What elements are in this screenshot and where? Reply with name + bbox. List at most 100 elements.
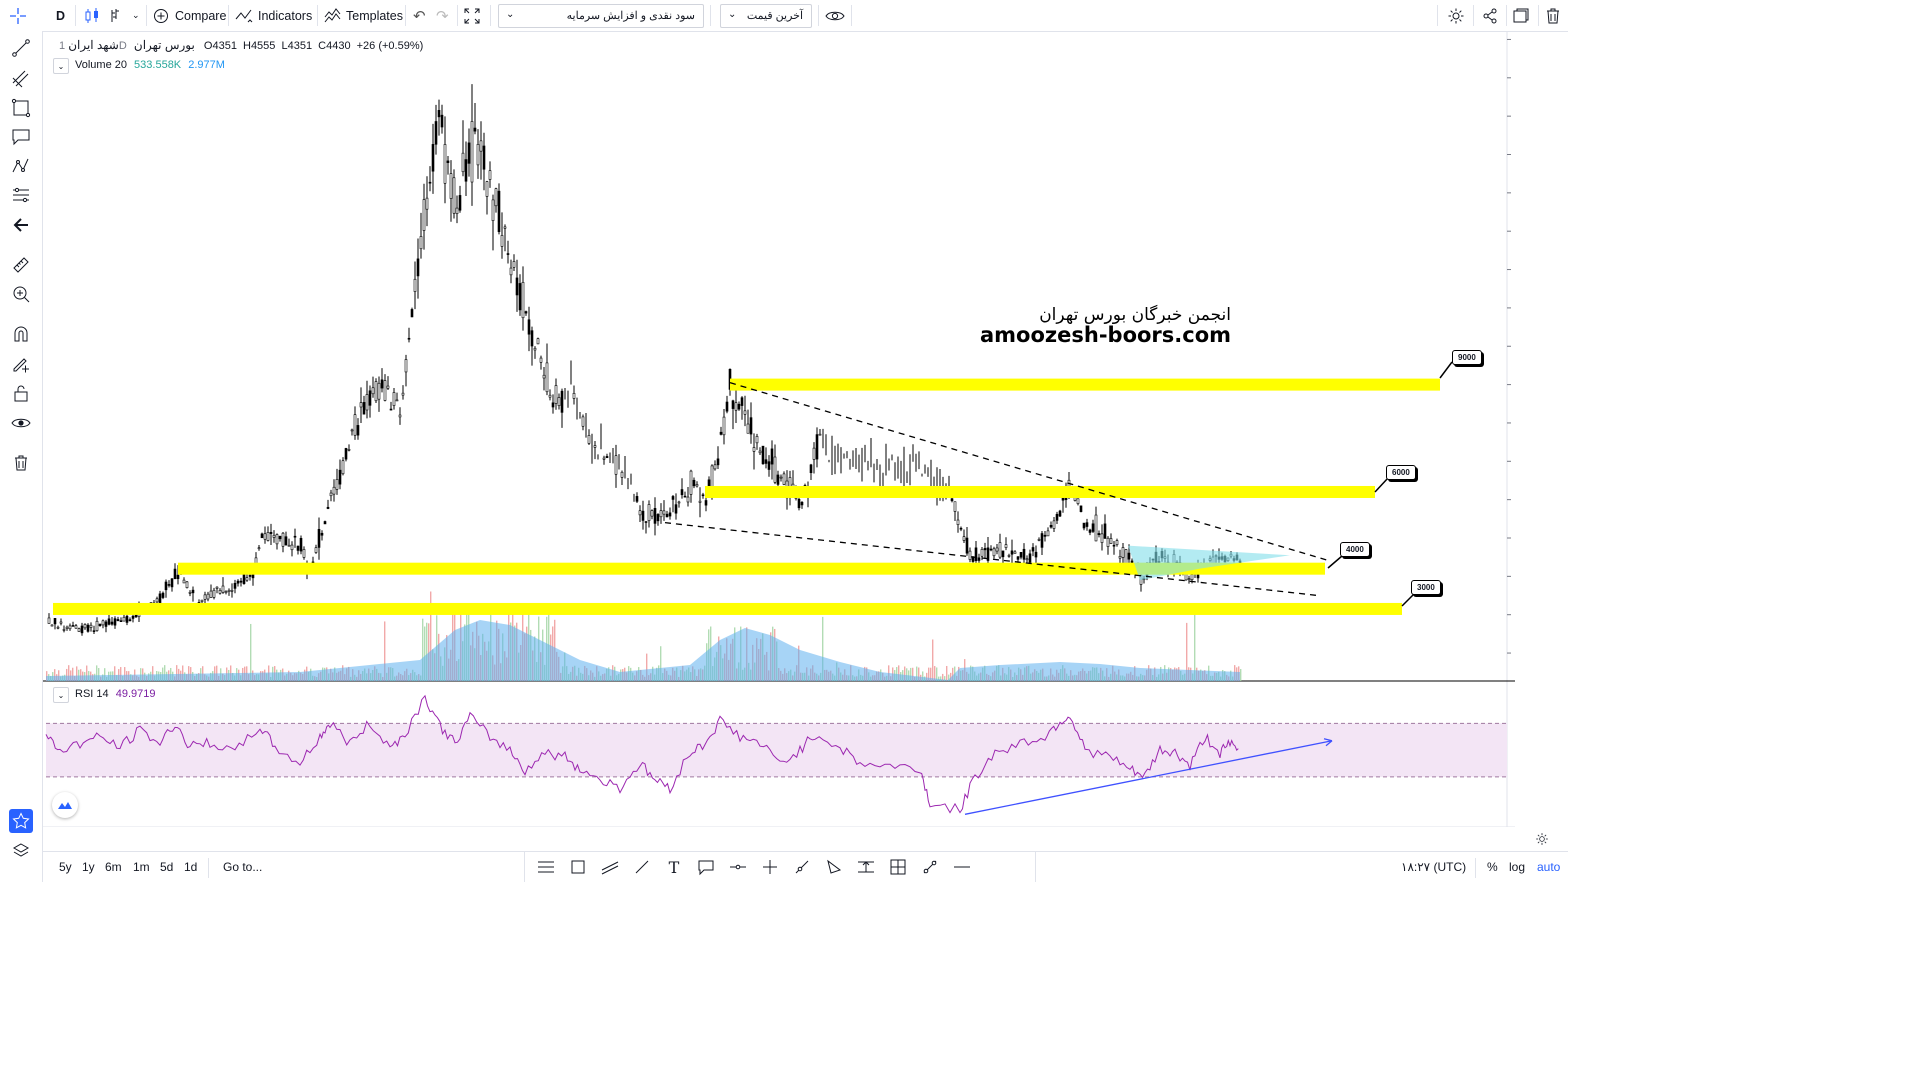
undo-icon[interactable]: ↶	[413, 7, 426, 25]
callout-icon[interactable]	[695, 856, 717, 878]
legend-collapse-button[interactable]: ⌄	[53, 58, 69, 74]
range-5d-button[interactable]: 5d	[160, 860, 174, 874]
candle-body	[812, 447, 816, 460]
candle-body	[1040, 533, 1044, 548]
price-type-dropdown[interactable]: ⌄ آخرین قیمت	[720, 4, 812, 28]
redo-icon[interactable]: ↷	[436, 7, 449, 25]
tradingview-logo[interactable]	[52, 792, 78, 818]
candle-body	[770, 448, 774, 465]
candle-body	[548, 394, 552, 398]
price-chart-svg[interactable]: 1800017000160001500014000130001200011000…	[43, 32, 1568, 846]
symbol-name[interactable]: شهد ایران	[68, 38, 119, 52]
volume-indicator-label[interactable]: Volume 20	[75, 59, 127, 71]
snapshot-icon[interactable]	[1512, 0, 1530, 31]
level-callout-6000[interactable]: 6000	[1386, 465, 1416, 480]
candle-body	[512, 261, 516, 268]
brush-icon[interactable]	[919, 856, 941, 878]
volume-bar	[250, 623, 252, 681]
fullscreen-icon[interactable]	[464, 0, 480, 31]
indicators-button[interactable]: Indicators	[235, 0, 312, 31]
lock-icon[interactable]	[9, 381, 33, 405]
level-callout-4000[interactable]: 4000	[1340, 542, 1370, 557]
candle-body	[101, 620, 105, 626]
fib-grid-icon[interactable]	[887, 856, 909, 878]
favorites-star-icon[interactable]	[9, 809, 33, 833]
chart-area[interactable]: 1800017000160001500014000130001200011000…	[43, 32, 1568, 846]
parallel-channel-icon[interactable]	[599, 856, 621, 878]
candle-body	[182, 579, 186, 584]
auto-scale-toggle[interactable]: auto	[1537, 860, 1561, 874]
candle-body	[797, 498, 801, 509]
rsi-indicator-label[interactable]: RSI 14	[75, 688, 109, 700]
crosshair-icon[interactable]	[8, 0, 28, 31]
horizontal-lines-icon[interactable]	[535, 856, 557, 878]
candle-body	[416, 258, 420, 277]
rectangle-icon[interactable]	[567, 856, 589, 878]
back-arrow-icon[interactable]	[9, 213, 33, 237]
ray-icon[interactable]	[791, 856, 813, 878]
ruler-icon[interactable]	[9, 253, 33, 277]
settings-gear-icon[interactable]	[1447, 0, 1465, 31]
range-5y-button[interactable]: 5y	[59, 860, 72, 874]
range-1m-button[interactable]: 1m	[133, 860, 150, 874]
eye-icon[interactable]	[825, 0, 845, 31]
rsi-collapse-button[interactable]: ⌄	[53, 687, 69, 703]
horizontal-ray-icon[interactable]	[727, 856, 749, 878]
trash-icon[interactable]	[1545, 0, 1561, 31]
candle-body	[521, 282, 525, 319]
zoom-in-icon[interactable]	[9, 282, 33, 306]
interval-button[interactable]: D	[56, 8, 66, 23]
range-1d-button[interactable]: 1d	[184, 860, 198, 874]
volume-bar	[428, 623, 430, 681]
trendline-tool-icon[interactable]	[9, 36, 33, 60]
dividend-adjustment-dropdown[interactable]: ⌄ سود نقدی و افزایش سرمایه	[498, 4, 704, 28]
templates-button[interactable]: Templates	[324, 0, 403, 31]
range-1y-button[interactable]: 1y	[82, 860, 95, 874]
bar-style-icon[interactable]	[108, 0, 122, 31]
candle-body	[809, 464, 813, 474]
percent-scale-toggle[interactable]: %	[1487, 860, 1498, 874]
candle-body	[176, 574, 180, 580]
utc-clock[interactable]: ۱۸:۲۷ (UTC)	[1401, 860, 1467, 874]
prediction-tool-icon[interactable]	[9, 183, 33, 207]
candle-body	[203, 594, 207, 600]
pitchfork-tool-icon[interactable]	[9, 67, 33, 91]
pattern-tool-icon[interactable]	[9, 154, 33, 178]
compare-button[interactable]: Compare	[153, 0, 226, 31]
level-callout-9000[interactable]: 9000	[1452, 350, 1482, 365]
rectangle-tool-icon[interactable]	[9, 96, 33, 120]
goto-date-button[interactable]: Go to...	[223, 860, 263, 874]
candle-body	[731, 400, 735, 409]
bottom-toolbar: 5y 1y 6m 1m 5d 1d Go to... T ۱۸:۲۷ (UTC)…	[43, 851, 1568, 883]
triangle-pattern-icon[interactable]	[823, 856, 845, 878]
stay-in-drawing-mode-icon[interactable]	[9, 352, 33, 376]
candle-body	[368, 390, 372, 406]
axis-settings-gear-icon[interactable]	[1535, 832, 1549, 851]
range-6m-button[interactable]: 6m	[105, 860, 122, 874]
candles-chart-type-icon[interactable]	[83, 0, 101, 31]
trend-line-icon[interactable]	[631, 856, 653, 878]
object-tree-layers-icon[interactable]	[9, 839, 33, 863]
date-price-range-icon[interactable]	[855, 856, 877, 878]
share-icon[interactable]	[1481, 0, 1499, 31]
candle-body	[65, 626, 69, 629]
candle-body	[119, 620, 123, 622]
magnet-icon[interactable]	[9, 322, 33, 346]
horizontal-line-icon[interactable]	[951, 856, 973, 878]
candle-body	[1022, 548, 1026, 560]
candle-body	[671, 496, 675, 500]
volume-bar	[188, 666, 190, 681]
volume-value-1: 533.558K	[134, 59, 182, 71]
candle-body	[818, 433, 822, 436]
trash-icon[interactable]	[9, 451, 33, 475]
text-tool-icon[interactable]: T	[668, 857, 680, 877]
candle-body	[1019, 552, 1023, 558]
log-scale-toggle[interactable]: log	[1509, 860, 1526, 874]
chevron-down-icon[interactable]: ⌄	[132, 10, 140, 20]
cross-line-icon[interactable]	[759, 856, 781, 878]
eye-icon[interactable]	[9, 411, 33, 435]
candle-body	[1118, 556, 1122, 559]
level-callout-3000[interactable]: 3000	[1411, 580, 1441, 595]
candle-body	[92, 630, 96, 632]
text-callout-tool-icon[interactable]	[9, 125, 33, 149]
